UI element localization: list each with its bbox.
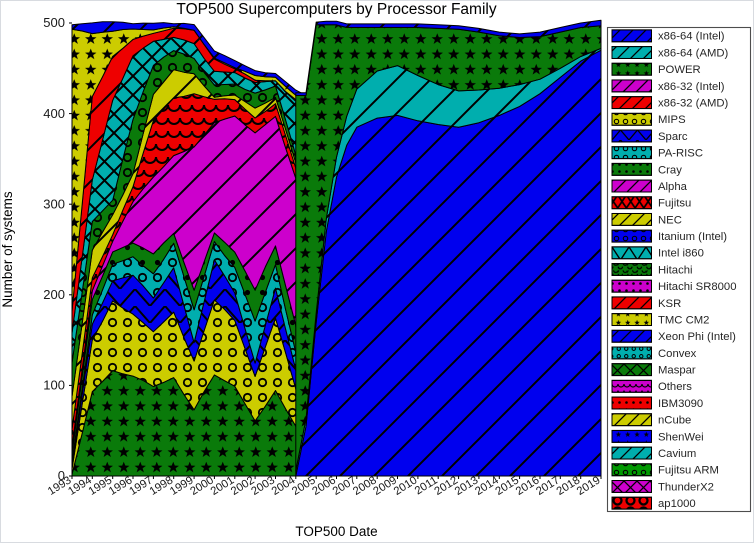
svg-text:Number of systems: Number of systems — [0, 191, 15, 308]
svg-text:Others: Others — [658, 381, 692, 393]
svg-text:IBM3090: IBM3090 — [658, 398, 703, 410]
svg-text:x86-32 (Intel): x86-32 (Intel) — [658, 81, 725, 93]
svg-text:ap1000: ap1000 — [658, 498, 696, 510]
svg-text:Xeon Phi (Intel): Xeon Phi (Intel) — [658, 331, 736, 343]
svg-text:Alpha: Alpha — [658, 181, 688, 193]
svg-text:Cavium: Cavium — [658, 448, 696, 460]
svg-text:TMC CM2: TMC CM2 — [658, 314, 709, 326]
svg-text:x86-64 (Intel): x86-64 (Intel) — [658, 31, 725, 43]
svg-text:300: 300 — [43, 196, 65, 211]
svg-text:Itanium (Intel): Itanium (Intel) — [658, 231, 727, 243]
svg-text:POWER: POWER — [658, 64, 701, 76]
svg-text:TOP500 Date: TOP500 Date — [295, 524, 377, 539]
svg-text:Hitachi SR8000: Hitachi SR8000 — [658, 281, 737, 293]
svg-text:Sparc: Sparc — [658, 131, 688, 143]
svg-text:Intel i860: Intel i860 — [658, 248, 704, 260]
svg-text:ShenWei: ShenWei — [658, 431, 704, 443]
svg-text:Convex: Convex — [658, 348, 697, 360]
svg-text:Fujitsu ARM: Fujitsu ARM — [658, 465, 719, 477]
svg-text:500: 500 — [43, 15, 65, 30]
svg-text:400: 400 — [43, 106, 65, 121]
svg-text:TOP500 Supercomputers by Proce: TOP500 Supercomputers by Processor Famil… — [176, 1, 496, 18]
svg-text:PA-RISC: PA-RISC — [658, 148, 703, 160]
svg-text:KSR: KSR — [658, 298, 681, 310]
svg-text:100: 100 — [43, 378, 65, 393]
svg-text:ThunderX2: ThunderX2 — [658, 481, 714, 493]
svg-text:Maspar: Maspar — [658, 365, 696, 377]
svg-text:NEC: NEC — [658, 214, 682, 226]
svg-text:200: 200 — [43, 287, 65, 302]
svg-text:x86-32 (AMD): x86-32 (AMD) — [658, 98, 729, 110]
svg-text:Hitachi: Hitachi — [658, 264, 693, 276]
svg-text:nCube: nCube — [658, 415, 691, 427]
svg-text:x86-64 (AMD): x86-64 (AMD) — [658, 47, 729, 59]
svg-text:Fujitsu: Fujitsu — [658, 198, 691, 210]
svg-text:Cray: Cray — [658, 164, 682, 176]
svg-text:MIPS: MIPS — [658, 114, 686, 126]
